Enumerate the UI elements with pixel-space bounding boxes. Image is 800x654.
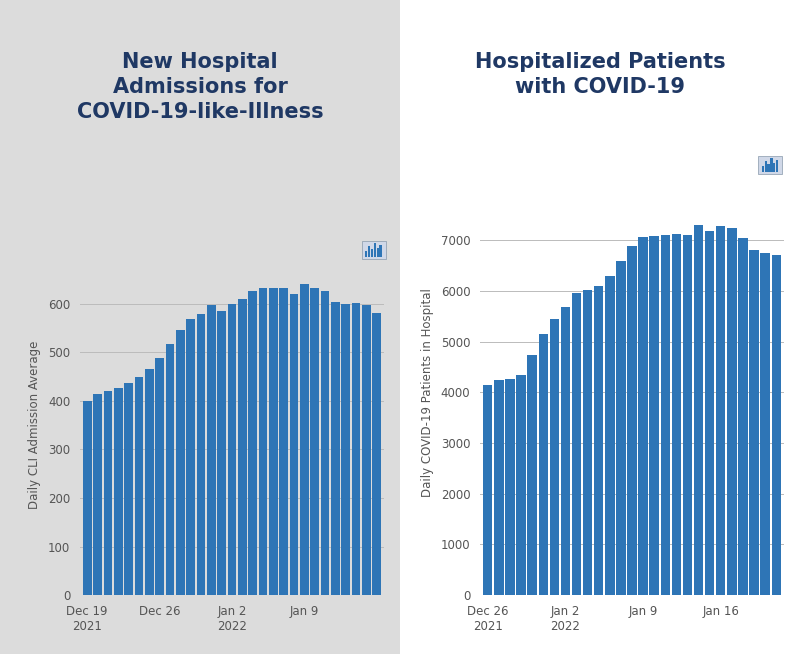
Bar [186,319,195,595]
Bar [661,235,670,595]
Bar [616,261,626,595]
Bar [310,288,319,595]
Bar [114,388,122,595]
Bar [538,334,548,595]
Bar [506,379,514,595]
Y-axis label: Daily COVID-19 Patients in Hospital: Daily COVID-19 Patients in Hospital [421,288,434,497]
Bar [258,288,267,595]
Bar [176,330,185,595]
Bar [716,226,726,595]
Text: New Hospital
Admissions for
COVID-19-like-Illness: New Hospital Admissions for COVID-19-lik… [77,52,323,122]
Bar [372,313,381,595]
Bar [494,380,503,595]
Bar [218,311,226,595]
Bar [207,305,216,595]
Bar [561,307,570,595]
Bar [279,288,288,595]
Text: Hospitalized Patients
with COVID-19: Hospitalized Patients with COVID-19 [474,52,726,97]
Bar [321,292,330,595]
Bar [166,345,174,595]
Bar [483,385,493,595]
Bar [771,254,781,595]
Bar [638,237,648,595]
Bar [145,370,154,595]
Bar [527,355,537,595]
Bar [93,394,102,595]
Y-axis label: Daily CLI Admission Average: Daily CLI Admission Average [28,341,41,509]
Bar [516,375,526,595]
Bar [627,247,637,595]
Bar [727,228,737,595]
Bar [228,303,236,595]
Bar [83,401,92,595]
Bar [269,288,278,595]
Bar [103,391,112,595]
Bar [672,234,681,595]
Bar [124,383,133,595]
Bar [694,225,703,595]
Bar [738,238,748,595]
Bar [331,302,340,595]
Bar [572,293,582,595]
Bar [705,231,714,595]
Bar [605,276,614,595]
Bar [650,236,659,595]
Bar [248,292,257,595]
Bar [750,250,758,595]
Bar [342,303,350,595]
Bar [197,315,206,595]
Bar [362,305,371,595]
Bar [352,303,361,595]
Bar [300,284,309,595]
Bar [550,319,559,595]
Bar [134,377,143,595]
Bar [155,358,164,595]
Bar [238,299,246,595]
Bar [290,294,298,595]
Bar [583,290,592,595]
Text: ⊙  🔍  +  ↔  ⟳  □  ⊟  ✕  ⇱  ↕  ←  ≡: ⊙ 🔍 + ↔ ⟳ □ ⊟ ✕ ⇱ ↕ ← ≡ [48,247,189,256]
Bar [594,286,603,595]
Bar [682,235,692,595]
Bar [761,253,770,595]
